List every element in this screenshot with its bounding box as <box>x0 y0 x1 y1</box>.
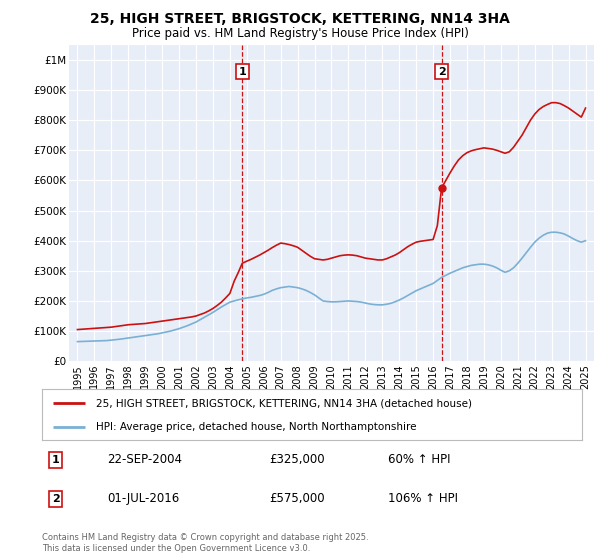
Text: Contains HM Land Registry data © Crown copyright and database right 2025.
This d: Contains HM Land Registry data © Crown c… <box>42 533 368 553</box>
Text: 2: 2 <box>438 67 445 77</box>
Text: 1: 1 <box>52 455 59 465</box>
Text: 25, HIGH STREET, BRIGSTOCK, KETTERING, NN14 3HA: 25, HIGH STREET, BRIGSTOCK, KETTERING, N… <box>90 12 510 26</box>
Text: HPI: Average price, detached house, North Northamptonshire: HPI: Average price, detached house, Nort… <box>96 422 416 432</box>
Text: 2: 2 <box>52 494 59 504</box>
Text: 25, HIGH STREET, BRIGSTOCK, KETTERING, NN14 3HA (detached house): 25, HIGH STREET, BRIGSTOCK, KETTERING, N… <box>96 398 472 408</box>
Text: £575,000: £575,000 <box>269 492 325 505</box>
Text: 22-SEP-2004: 22-SEP-2004 <box>107 453 182 466</box>
Text: 60% ↑ HPI: 60% ↑ HPI <box>388 453 450 466</box>
Text: £325,000: £325,000 <box>269 453 325 466</box>
Text: 01-JUL-2016: 01-JUL-2016 <box>107 492 179 505</box>
Text: 1: 1 <box>238 67 246 77</box>
Text: Price paid vs. HM Land Registry's House Price Index (HPI): Price paid vs. HM Land Registry's House … <box>131 27 469 40</box>
Text: 106% ↑ HPI: 106% ↑ HPI <box>388 492 458 505</box>
